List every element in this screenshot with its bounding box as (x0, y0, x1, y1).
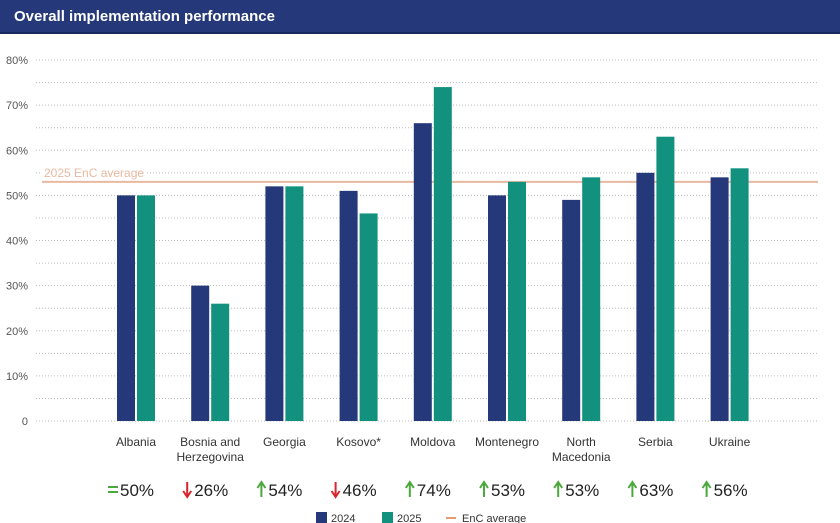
summary-value: 53% (565, 481, 599, 500)
x-tick-label: Serbia (638, 435, 673, 449)
y-tick-label: 0 (22, 416, 28, 428)
y-tick-label: 80% (6, 55, 28, 67)
summary-value: 56% (714, 481, 748, 500)
arrow-up-icon (553, 480, 564, 497)
y-tick-label: 60% (6, 145, 28, 157)
summary-value: 74% (417, 481, 451, 500)
x-tick-label: Herzegovina (177, 450, 245, 464)
chart-header: Overall implementation performance (0, 0, 840, 34)
arrow-up-icon (479, 480, 489, 497)
bar-2025 (359, 213, 378, 421)
bar-2024 (636, 172, 655, 421)
x-tick-label: Georgia (263, 435, 306, 449)
x-tick-label: Macedonia (552, 450, 611, 464)
reference-label-bg (42, 165, 146, 180)
chart-title: Overall implementation performance (14, 8, 275, 25)
summary-value: 54% (268, 481, 302, 500)
x-tick-label: Ukraine (709, 435, 751, 449)
bar-2025 (730, 168, 749, 421)
x-tick-label: Kosovo* (336, 435, 381, 449)
bar-2025 (582, 177, 601, 421)
y-tick-label: 10% (6, 371, 28, 383)
bar-2024 (710, 177, 729, 421)
x-tick-label: Bosnia and (180, 435, 240, 449)
bar-2024 (339, 190, 358, 421)
legend-swatch-2024 (316, 512, 327, 523)
legend-label: 2025 (397, 513, 421, 523)
summary-value: 46% (343, 481, 377, 500)
bar-2025 (656, 136, 675, 421)
bar-2024 (413, 123, 432, 422)
x-tick-label: Moldova (410, 435, 456, 449)
y-tick-label: 40% (6, 236, 28, 248)
y-tick-label: 70% (6, 100, 28, 112)
bar-2024 (562, 199, 581, 421)
arrow-down-icon (330, 482, 341, 499)
legend-label: EnC average (462, 513, 526, 523)
bar-2025 (137, 195, 155, 421)
arrow-up-icon (701, 480, 712, 497)
summary-value: 26% (194, 481, 228, 500)
x-tick-label: Albania (116, 435, 156, 449)
y-tick-label: 30% (6, 281, 28, 293)
y-tick-label: 50% (6, 190, 28, 202)
summary-value: 63% (639, 481, 673, 500)
x-tick-label: Montenegro (475, 435, 539, 449)
arrow-up-icon (627, 480, 638, 497)
bar-2025 (211, 303, 230, 421)
bar-2025 (285, 186, 304, 421)
bar-2024 (488, 195, 506, 421)
x-tick-label: North (567, 435, 596, 449)
arrow-up-icon (256, 480, 267, 497)
summary-value: 53% (491, 481, 525, 500)
bar-2024 (265, 186, 284, 421)
bar-2024 (117, 195, 135, 421)
legend-label: 2024 (331, 513, 355, 523)
arrow-up-icon (404, 480, 415, 497)
bar-2025 (508, 181, 526, 421)
summary-value: 50% (120, 481, 154, 500)
bar-2025 (433, 87, 452, 421)
y-tick-label: 20% (6, 326, 28, 338)
reference-line-label: 2025 EnC average (44, 166, 144, 180)
legend-swatch-2025 (382, 512, 393, 523)
bar-2024 (191, 285, 210, 421)
arrow-down-icon (182, 482, 193, 499)
